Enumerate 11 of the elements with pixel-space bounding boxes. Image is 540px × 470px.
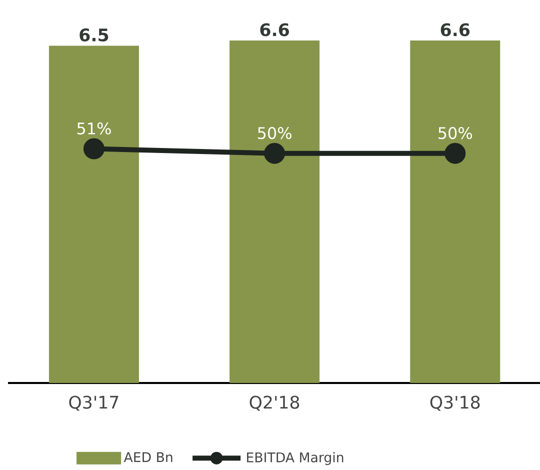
x-tick-label: Q3'17 bbox=[69, 396, 118, 411]
data-label: 6.5 bbox=[80, 28, 108, 42]
data-label: 6.6 bbox=[260, 23, 289, 36]
legend-label: EBITDA Margin bbox=[247, 452, 344, 465]
data-label: 50% bbox=[258, 127, 292, 140]
x-tick-label: Q2'18 bbox=[250, 396, 300, 411]
x-tick-label: Q3'18 bbox=[430, 396, 480, 411]
data-label: 50% bbox=[438, 127, 472, 140]
legend-label: AED Bn bbox=[124, 452, 172, 462]
data-label: 6.6 bbox=[440, 23, 470, 36]
data-label: 51% bbox=[77, 122, 111, 135]
